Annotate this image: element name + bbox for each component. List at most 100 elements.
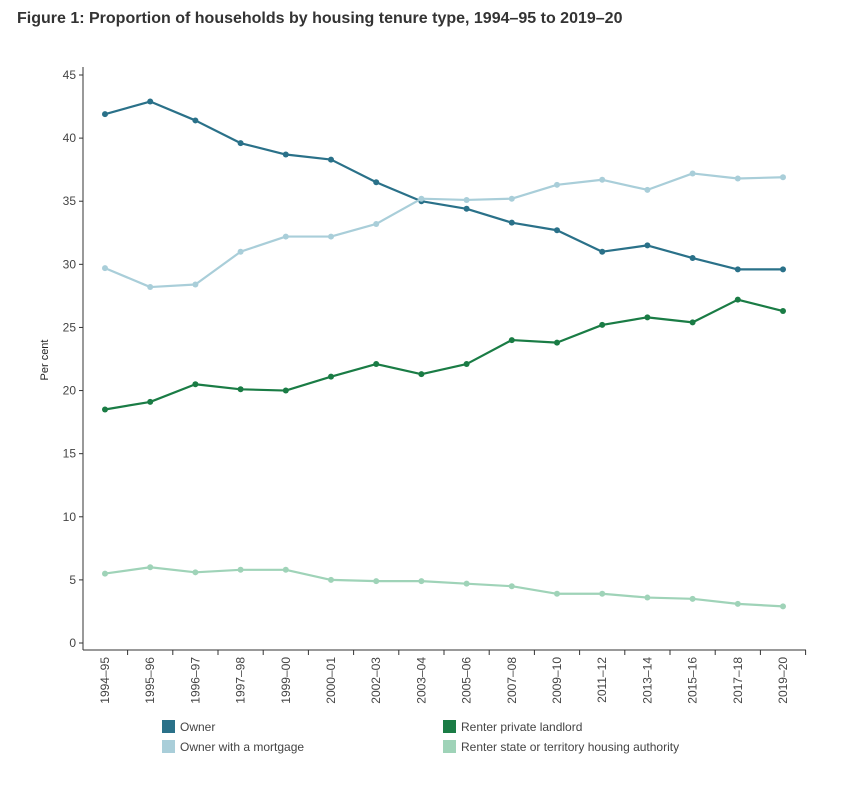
y-axis-title: Per cent bbox=[39, 340, 51, 381]
data-point[interactable] bbox=[689, 255, 696, 262]
chart-title: Figure 1: Proportion of households by ho… bbox=[17, 10, 623, 27]
y-tick-label: 40 bbox=[63, 131, 77, 145]
series-line bbox=[104, 566, 784, 608]
legend-label: Owner bbox=[180, 720, 215, 734]
data-point[interactable] bbox=[102, 111, 108, 118]
y-tick-label: 30 bbox=[63, 257, 77, 271]
data-point[interactable] bbox=[780, 603, 786, 610]
data-point[interactable] bbox=[599, 321, 606, 328]
y-tick-label: 15 bbox=[63, 447, 77, 461]
data-point[interactable] bbox=[418, 578, 425, 585]
x-tick-label: 1997–98 bbox=[234, 657, 248, 704]
data-point[interactable] bbox=[102, 570, 108, 577]
data-point[interactable] bbox=[192, 281, 199, 288]
data-point[interactable] bbox=[599, 248, 606, 255]
data-point[interactable] bbox=[734, 266, 741, 273]
data-point[interactable] bbox=[147, 284, 154, 291]
x-tick-label: 2005–06 bbox=[460, 657, 474, 704]
data-point[interactable] bbox=[192, 117, 199, 124]
x-tick-label: 1994–95 bbox=[98, 657, 112, 704]
data-point[interactable] bbox=[554, 339, 560, 346]
data-point[interactable] bbox=[192, 569, 199, 576]
data-point[interactable] bbox=[780, 308, 786, 315]
series-line bbox=[104, 172, 784, 289]
legend-swatch bbox=[443, 720, 456, 733]
data-point[interactable] bbox=[237, 248, 244, 255]
legend-swatch bbox=[162, 720, 175, 733]
series-line bbox=[104, 100, 783, 271]
data-point[interactable] bbox=[282, 233, 289, 240]
x-tick-label: 1995–96 bbox=[143, 657, 157, 704]
data-point[interactable] bbox=[644, 242, 651, 249]
data-point[interactable] bbox=[373, 578, 380, 585]
legend-item[interactable]: Renter private landlord bbox=[443, 720, 582, 734]
data-point[interactable] bbox=[328, 373, 334, 380]
data-point[interactable] bbox=[373, 361, 380, 368]
data-point[interactable] bbox=[554, 181, 560, 188]
x-tick-label: 2007–08 bbox=[505, 657, 519, 704]
series-3 bbox=[102, 564, 786, 610]
legend-label: Owner with a mortgage bbox=[180, 740, 304, 754]
data-point[interactable] bbox=[147, 564, 154, 571]
data-point[interactable] bbox=[237, 386, 244, 393]
data-point[interactable] bbox=[147, 398, 154, 405]
data-point[interactable] bbox=[282, 566, 289, 573]
data-point[interactable] bbox=[508, 337, 515, 344]
data-point[interactable] bbox=[463, 196, 470, 203]
data-point[interactable] bbox=[463, 205, 470, 212]
x-tick-label: 2011–12 bbox=[595, 657, 609, 703]
data-point[interactable] bbox=[644, 594, 651, 601]
x-axis-ticks: 1994–95 1995–96 1996–97 1997–98 1999–00 2000–… bbox=[98, 650, 807, 704]
legend-swatch bbox=[443, 740, 456, 753]
legend-item[interactable]: Renter state or territory housing author… bbox=[443, 740, 679, 754]
legend-item[interactable]: Owner bbox=[162, 720, 215, 734]
data-point[interactable] bbox=[734, 296, 741, 303]
y-tick-label: 20 bbox=[63, 384, 77, 398]
data-point[interactable] bbox=[328, 233, 334, 240]
data-point[interactable] bbox=[734, 600, 741, 607]
data-point[interactable] bbox=[463, 361, 470, 368]
data-point[interactable] bbox=[689, 170, 696, 177]
data-point[interactable] bbox=[508, 219, 515, 226]
data-point[interactable] bbox=[373, 220, 380, 227]
data-point[interactable] bbox=[644, 186, 651, 193]
y-tick-label: 35 bbox=[63, 194, 77, 208]
legend-item[interactable]: Owner with a mortgage bbox=[162, 740, 304, 754]
x-tick-label: 2003–04 bbox=[414, 657, 428, 704]
data-point[interactable] bbox=[554, 227, 560, 234]
data-point[interactable] bbox=[328, 576, 334, 583]
data-point[interactable] bbox=[418, 371, 425, 378]
data-point[interactable] bbox=[508, 195, 515, 202]
data-point[interactable] bbox=[599, 176, 606, 183]
x-tick-label: 2013–14 bbox=[640, 657, 654, 704]
series-0 bbox=[102, 98, 786, 273]
data-point[interactable] bbox=[463, 580, 470, 587]
data-point[interactable] bbox=[599, 590, 606, 597]
data-point[interactable] bbox=[192, 381, 199, 388]
x-tick-label: 1996–97 bbox=[188, 657, 202, 704]
y-axis-ticks: 0 5 10 15 20 25 30 35 40 45 bbox=[63, 68, 83, 650]
data-point[interactable] bbox=[689, 595, 696, 602]
data-point[interactable] bbox=[102, 265, 108, 272]
data-point[interactable] bbox=[328, 156, 334, 163]
data-point[interactable] bbox=[102, 406, 108, 413]
data-point[interactable] bbox=[418, 195, 425, 202]
data-point[interactable] bbox=[147, 98, 154, 105]
data-point[interactable] bbox=[282, 151, 289, 158]
data-point[interactable] bbox=[508, 583, 515, 590]
axes bbox=[82, 67, 806, 651]
data-point[interactable] bbox=[237, 140, 244, 147]
data-point[interactable] bbox=[237, 566, 244, 573]
data-point[interactable] bbox=[734, 175, 741, 182]
data-point[interactable] bbox=[644, 314, 651, 321]
data-point[interactable] bbox=[780, 266, 786, 273]
data-point[interactable] bbox=[373, 179, 380, 186]
data-point[interactable] bbox=[554, 590, 560, 597]
x-tick-label: 2017–18 bbox=[731, 657, 745, 704]
data-point[interactable] bbox=[282, 387, 289, 394]
data-point[interactable] bbox=[689, 319, 696, 326]
legend: Owner Owner with a mortgage Renter private… bbox=[162, 720, 679, 754]
data-point[interactable] bbox=[780, 174, 786, 181]
y-tick-label: 10 bbox=[63, 510, 77, 524]
